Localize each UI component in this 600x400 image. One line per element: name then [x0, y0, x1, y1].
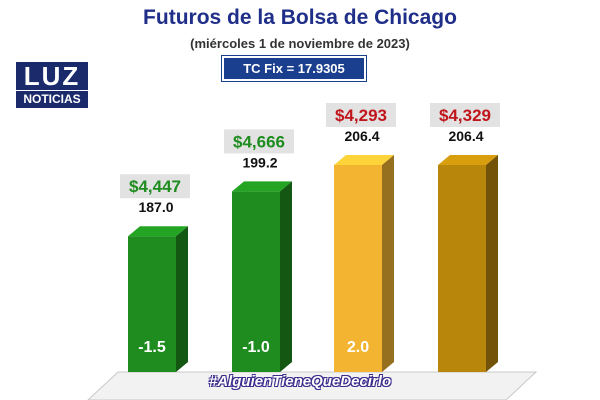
price-badge-4 [430, 103, 500, 127]
bar-front-2 [232, 191, 280, 372]
value-label-2: 199.2 [242, 154, 277, 170]
bar-side-3 [382, 155, 394, 372]
price-badge-2 [224, 129, 294, 154]
chart-floor [87, 371, 538, 400]
bar-side-4 [486, 155, 498, 372]
bar-side-2 [280, 181, 292, 372]
value-label-1: 187.0 [138, 199, 173, 215]
price-badge-3 [326, 103, 396, 127]
exchange-rate-badge: TC Fix = 17.9305 [221, 55, 367, 82]
price-label-1: $4,447 [129, 177, 181, 196]
bar-top-2 [232, 181, 292, 192]
bar-side-1 [176, 226, 188, 372]
price-label-4: $4,329 [439, 106, 491, 125]
bar-top-1 [128, 226, 188, 237]
chart-title: Futuros de la Bolsa de Chicago [143, 6, 457, 29]
luz-noticias-logo: LUZ NOTICIAS [16, 62, 88, 110]
bar-top-3 [334, 155, 394, 165]
hashtag-watermark: #AlguienTieneQueDecirlo [208, 373, 392, 390]
price-label-3: $4,293 [335, 106, 387, 125]
value-label-3: 206.4 [344, 128, 379, 144]
price-label-2: $4,666 [233, 132, 285, 151]
change-label-2: -1.0 [242, 339, 270, 356]
change-label-1: -1.5 [138, 339, 166, 356]
chart-subtitle: (miércoles 1 de noviembre de 2023) [190, 36, 410, 51]
bar-front-4 [438, 165, 486, 372]
value-label-4: 206.4 [448, 128, 483, 144]
price-badge-1 [120, 174, 190, 199]
bar-top-4 [438, 155, 498, 165]
bar-front-1 [128, 236, 176, 372]
logo-text-top: LUZ [16, 62, 88, 90]
bar-front-3 [334, 165, 382, 372]
change-label-3: 2.0 [347, 339, 369, 356]
logo-text-bottom: NOTICIAS [16, 91, 88, 108]
